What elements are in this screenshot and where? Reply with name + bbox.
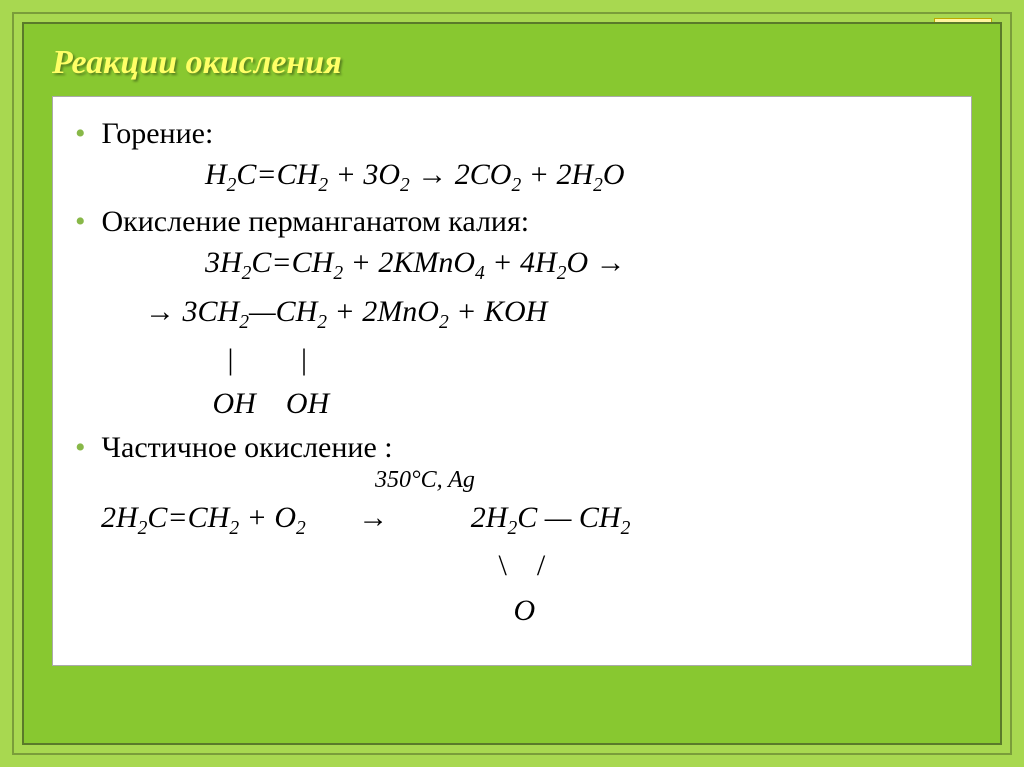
outer-frame: 24 Реакции окисления • Горение: H2C=CH2 … [12, 12, 1012, 755]
eq-partial-o: O [101, 591, 949, 632]
combustion-label: Горение: [102, 117, 214, 151]
bullet-combustion: • Горение: [75, 117, 949, 151]
bullet-permanganate: • Окисление перманганатом калия: [75, 205, 949, 239]
eq-permanganate-bonds: | | [145, 340, 949, 381]
partial-condition: 350°C, Ag [375, 467, 949, 494]
slide-title: Реакции окисления [52, 44, 972, 82]
eq-permanganate-2: → 3CH2—CH2 + 2MnO2 + KOH [145, 292, 949, 336]
eq-combustion: H2C=CH2 + 3O2 → 2CO2 + 2H2O [205, 155, 949, 199]
content-panel: • Горение: H2C=CH2 + 3O2 → 2CO2 + 2H2O •… [52, 96, 972, 666]
partial-label: Частичное окисление : [102, 431, 393, 465]
eq-permanganate-1: 3H2C=CH2 + 2KMnO4 + 4H2O → [205, 243, 949, 287]
bullet-dot-icon: • [75, 207, 86, 237]
permanganate-label: Окисление перманганатом калия: [102, 205, 530, 239]
bullet-partial: • Частичное окисление : [75, 431, 949, 465]
bullet-dot-icon: • [75, 433, 86, 463]
eq-partial-slashes: \ / [101, 546, 949, 587]
eq-permanganate-oh: OH OH [145, 384, 949, 425]
inner-frame: Реакции окисления • Горение: H2C=CH2 + 3… [22, 22, 1002, 745]
eq-partial-main: 2H2C=CH2 + O2 → 2H2C — CH2 [101, 498, 949, 542]
bullet-dot-icon: • [75, 119, 86, 149]
